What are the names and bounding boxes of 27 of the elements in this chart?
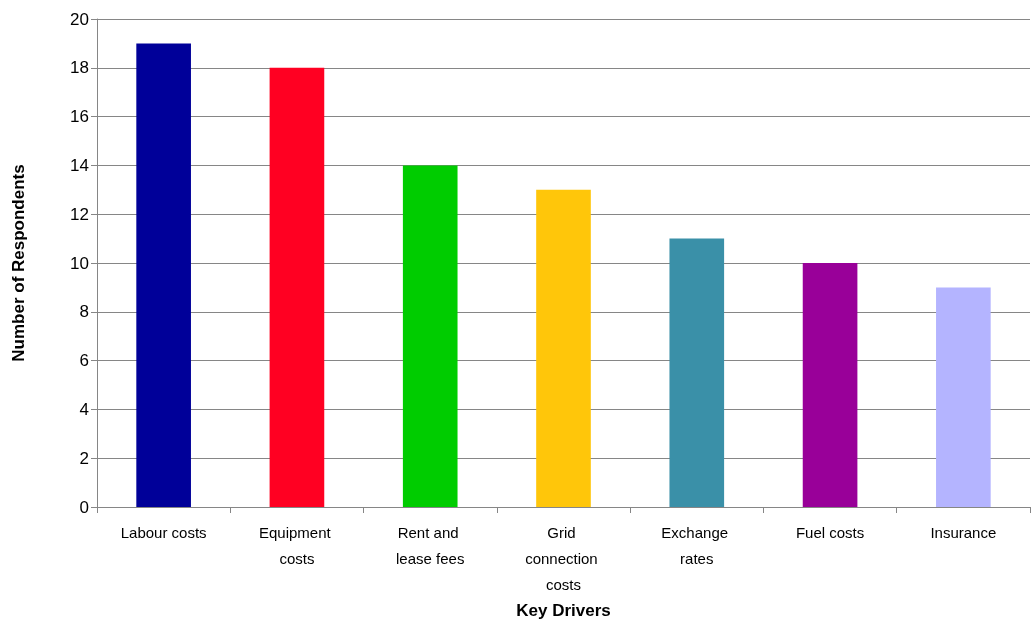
- bar: [402, 165, 458, 507]
- y-tick-label: 12: [70, 204, 89, 224]
- y-axis-title: Number of Respondents: [9, 164, 28, 362]
- x-tick-label: Insurance: [930, 523, 997, 541]
- y-tick-label: 10: [70, 253, 89, 273]
- y-tick-label: 16: [70, 107, 89, 127]
- y-tick-label: 8: [79, 302, 89, 322]
- bar: [802, 263, 858, 507]
- y-tick-label: 4: [79, 399, 89, 419]
- x-tick-label: Labour costs: [120, 523, 207, 541]
- bar: [269, 67, 325, 507]
- x-tick-label: Rent and lease fees: [396, 523, 465, 567]
- x-tick-label: Equipment costs: [258, 523, 335, 567]
- bar: [936, 287, 991, 507]
- bar: [536, 189, 591, 507]
- y-tick-label: 6: [79, 351, 89, 371]
- y-tick-label: 14: [70, 155, 89, 175]
- bar: [669, 238, 725, 507]
- bar: [136, 43, 191, 507]
- x-tick-label: Exchange rates: [661, 523, 733, 567]
- x-tick-label: Fuel costs: [795, 523, 865, 541]
- y-tick-label: 18: [70, 58, 89, 78]
- y-tick-label: 0: [79, 497, 89, 517]
- y-tick-label: 20: [70, 9, 89, 29]
- x-axis-title: Key Drivers: [516, 600, 611, 620]
- y-tick-label: 2: [79, 448, 89, 468]
- x-tick-label: Grid connection costs: [525, 523, 602, 593]
